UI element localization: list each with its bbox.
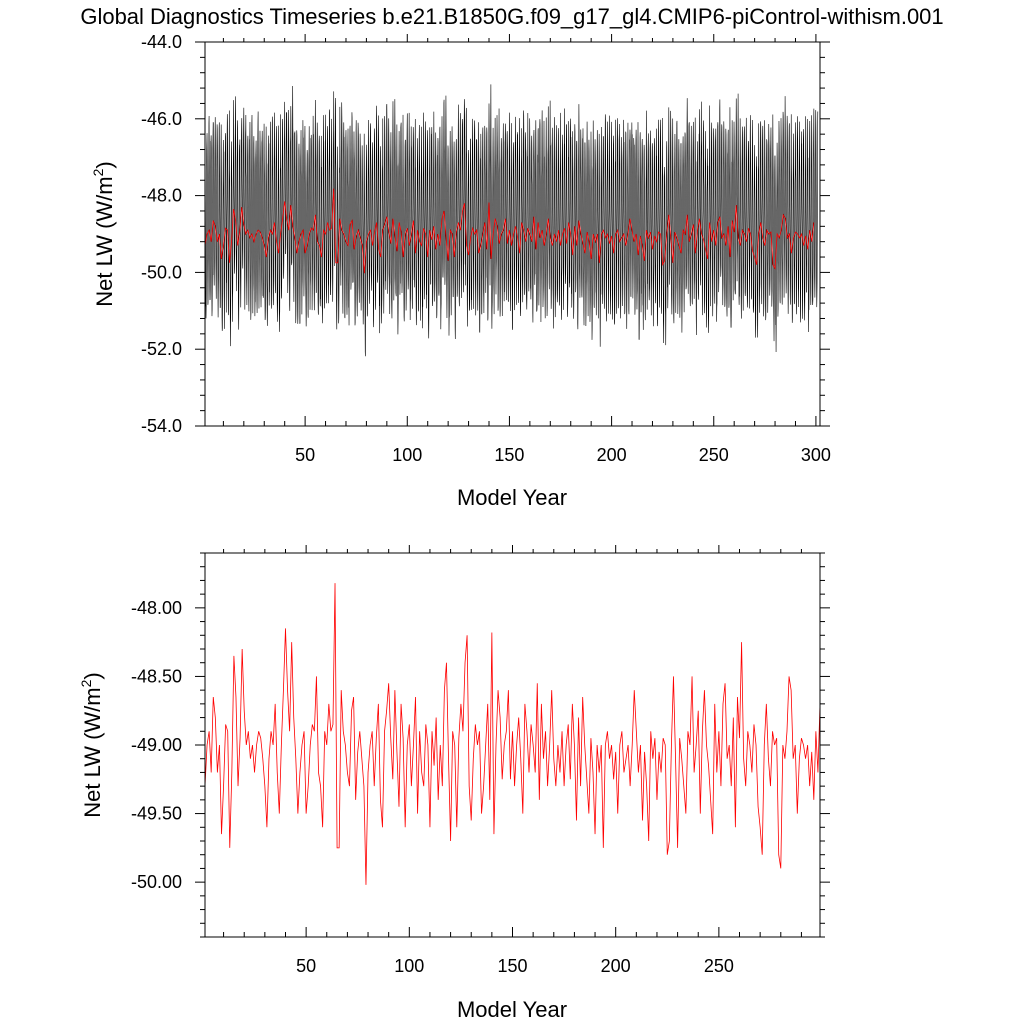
bottom-series-annual-mean <box>205 583 820 885</box>
top-x-tick-label: 100 <box>392 445 422 465</box>
top-x-axis-label: Model Year <box>457 485 567 510</box>
bottom-y-tick-label: -48.50 <box>131 666 182 686</box>
bottom-y-tick-label: -49.00 <box>131 735 182 755</box>
top-y-label-base: Net LW (W/m <box>92 176 117 306</box>
top-x-tick-label: 50 <box>295 445 315 465</box>
bottom-plot-frame <box>204 552 821 938</box>
top-x-tick-label: 200 <box>597 445 627 465</box>
bottom-tick-layer: 50 100 150 200 250 -48.00 -48.50 -49.00 -49.50 -5… <box>131 545 830 976</box>
bottom-y-label-superscript: 2 <box>78 679 94 687</box>
top-plot-frame <box>204 41 821 427</box>
bottom-x-tick-label: 150 <box>497 956 527 976</box>
bottom-y-tick-label: -49.50 <box>131 804 182 824</box>
top-y-label-superscript: 2 <box>90 168 106 176</box>
bottom-y-axis-label: Net LW (W/m2) <box>78 672 105 817</box>
bottom-x-axis-label: Model Year <box>457 997 567 1022</box>
bottom-x-tick-label: 200 <box>601 956 631 976</box>
top-y-tick-label: -50.0 <box>141 262 182 282</box>
figure-title: Global Diagnostics Timeseries b.e21.B185… <box>80 4 943 29</box>
bottom-y-tick-label: -50.00 <box>131 872 182 892</box>
bottom-y-label-close: ) <box>80 672 105 679</box>
top-series-monthly <box>205 84 819 357</box>
top-y-tick-label: -52.0 <box>141 339 182 359</box>
bottom-x-tick-label: 250 <box>704 956 734 976</box>
top-panel: 50 100 150 200 250 300 -44.0 -46.0 -48.0 -50.0 -52… <box>90 32 831 510</box>
bottom-y-label-base: Net LW (W/m <box>80 687 105 817</box>
bottom-x-tick-label: 50 <box>296 956 316 976</box>
bottom-series-layer <box>205 583 820 885</box>
top-tick-layer: 50 100 150 200 250 300 -44.0 -46.0 -48.0 -50.0 -52… <box>141 32 831 465</box>
top-y-tick-label: -48.0 <box>141 186 182 206</box>
bottom-y-tick-label: -48.00 <box>131 598 182 618</box>
top-y-tick-label: -46.0 <box>141 109 182 129</box>
bottom-x-tick-label: 100 <box>394 956 424 976</box>
top-y-label-close: ) <box>92 161 117 168</box>
top-x-tick-label: 250 <box>699 445 729 465</box>
top-x-tick-label: 300 <box>801 445 831 465</box>
top-x-tick-label: 150 <box>494 445 524 465</box>
top-series-annual-mean <box>205 188 815 274</box>
top-y-tick-label: -44.0 <box>141 32 182 52</box>
top-y-axis-label: Net LW (W/m2) <box>90 161 117 306</box>
bottom-panel: 50 100 150 200 250 -48.00 -48.50 -49.00 -49.50 -5… <box>78 545 830 1022</box>
top-series-layer <box>205 84 819 357</box>
top-y-tick-label: -54.0 <box>141 416 182 436</box>
